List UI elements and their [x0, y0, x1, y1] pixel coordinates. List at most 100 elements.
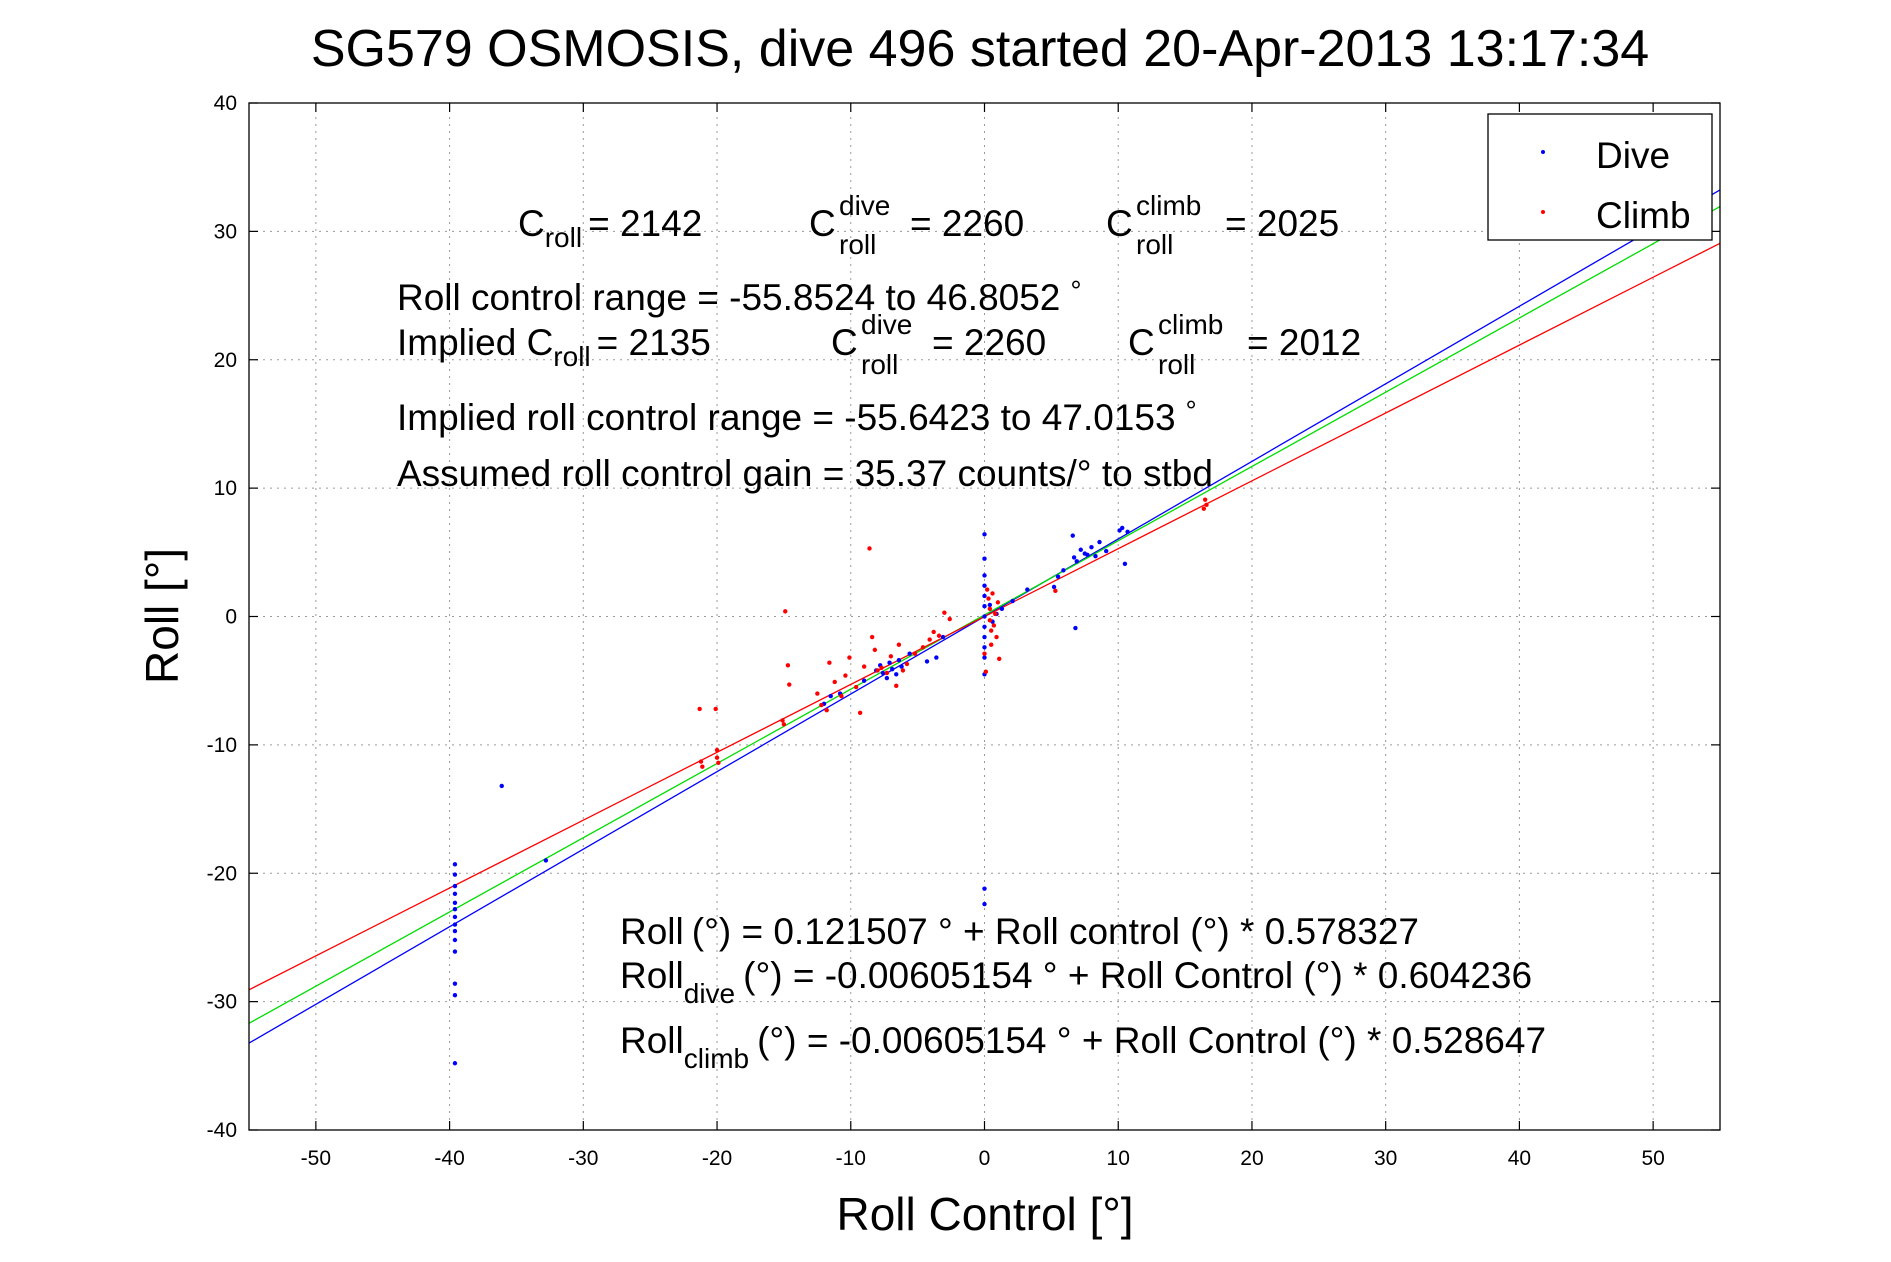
legend-marker-dive: [1541, 150, 1545, 154]
data-point-climb: [994, 634, 999, 640]
data-point-dive: [1074, 559, 1079, 564]
data-point-dive: [452, 1061, 458, 1066]
equals: =: [597, 322, 629, 363]
data-point-climb: [843, 673, 848, 678]
data-point-climb: [783, 609, 788, 614]
data-point-climb: [879, 665, 884, 671]
data-point-dive: [452, 900, 458, 905]
implied-c-roll-climb-text: C: [1128, 322, 1155, 363]
roll-subscript: roll: [553, 341, 590, 372]
implied-c-roll-dive-text: C: [831, 322, 858, 363]
data-point-dive: [861, 678, 867, 683]
data-point-climb: [698, 759, 704, 764]
equals: =: [932, 322, 964, 363]
y-tick-label: 10: [214, 477, 237, 500]
chart-title: SG579 OSMOSIS, dive 496 started 20-Apr-2…: [311, 20, 1649, 78]
data-point-climb: [787, 682, 792, 687]
y-tick-label: 30: [214, 220, 237, 243]
degree-mark: °: [1070, 275, 1081, 306]
data-point-dive: [1070, 533, 1075, 538]
c-letter: C: [518, 203, 545, 244]
c-roll-annotation: Croll = 2142 C dive roll = 2260 C climb r…: [518, 190, 1339, 260]
data-point-climb: [1202, 497, 1208, 502]
c-letter: C: [1128, 322, 1155, 363]
data-point-dive: [452, 883, 458, 889]
data-point-dive: [982, 614, 987, 619]
data-point-climb: [927, 637, 932, 642]
data-point-dive: [1085, 552, 1090, 558]
x-tick-label: -50: [301, 1147, 331, 1170]
legend-box: [1487, 113, 1713, 241]
y-tick-label: 0: [225, 606, 237, 629]
data-point-dive: [452, 862, 458, 867]
data-point-climb: [785, 663, 791, 668]
data-point-dive: [896, 657, 902, 663]
c-letter: C: [809, 203, 836, 244]
y-axis-label: Roll [°]: [136, 548, 188, 684]
legend-label-climb: Climb: [1596, 195, 1691, 236]
roll-word: Roll: [620, 911, 684, 952]
data-point-climb: [931, 629, 936, 635]
data-point-dive: [452, 981, 458, 986]
data-point-climb: [815, 691, 820, 696]
implied-c-roll-dive-value-text: = 2260: [932, 322, 1046, 363]
data-point-climb: [861, 664, 867, 669]
data-point-dive: [1125, 529, 1130, 534]
data-point-dive: [924, 659, 930, 664]
roll-subscript: roll: [545, 222, 582, 253]
dive-subscript: dive: [684, 978, 735, 1009]
x-tick-label: 20: [1240, 1147, 1263, 1170]
x-axis-label: Roll Control [°]: [836, 1188, 1133, 1240]
roll-word: Roll: [620, 955, 684, 996]
data-point-dive: [1055, 574, 1061, 579]
data-point-dive: [982, 645, 987, 650]
data-point-dive: [1122, 561, 1128, 567]
implied-c-roll-value: 2135: [629, 322, 711, 363]
roll-control-range-text: Roll control range = -55.8524 to 46.8052…: [397, 275, 1082, 318]
data-point-climb: [894, 683, 899, 689]
dive-superscript: dive: [839, 190, 890, 221]
data-point-dive: [452, 922, 458, 927]
fit-equation-dive: Rolldive (°) = -0.00605154 ° + Roll Contr…: [620, 955, 1532, 1009]
x-tick-label: 50: [1641, 1147, 1664, 1170]
data-point-climb: [714, 755, 720, 760]
implied-c-roll-text: Implied Croll = 2135: [397, 322, 711, 372]
data-point-climb: [988, 628, 994, 633]
equals: =: [910, 203, 942, 244]
implied-range: Implied roll control range = -55.6423 to…: [397, 397, 1176, 438]
data-point-climb: [997, 656, 1002, 662]
data-point-dive: [880, 670, 886, 676]
data-point-dive: [982, 532, 987, 537]
equals: =: [588, 203, 620, 244]
fit-equation-climb: Rollclimb (°) = -0.00605154 ° + Roll Cont…: [620, 1020, 1546, 1074]
data-point-climb: [904, 661, 910, 667]
data-point-dive: [982, 583, 987, 588]
data-point-climb: [872, 647, 878, 653]
roll-word: Roll: [620, 1020, 684, 1061]
fit-dive-rest: (°) = -0.00605154 ° + Roll Control (°) *…: [743, 955, 1532, 996]
fit-all-rest: (°) = 0.121507 ° + Roll control (°) * 0.…: [692, 911, 1419, 952]
data-point-dive: [1061, 568, 1066, 573]
data-point-dive: [1073, 625, 1078, 631]
data-point-climb: [714, 747, 720, 753]
data-point-climb: [984, 587, 990, 592]
x-tick-label: -30: [568, 1147, 598, 1170]
data-point-dive: [543, 858, 549, 863]
data-point-dive: [452, 928, 458, 934]
c-roll-text: Croll = 2142: [518, 203, 702, 253]
data-point-dive: [982, 886, 987, 891]
data-point-climb: [990, 591, 995, 596]
data-point-climb: [857, 710, 863, 715]
data-point-dive: [982, 901, 987, 907]
climb-superscript: climb: [1136, 190, 1201, 221]
data-point-climb: [827, 660, 832, 665]
data-point-climb: [995, 600, 1001, 605]
x-tick-label: 30: [1374, 1147, 1397, 1170]
data-point-climb: [819, 702, 824, 708]
roll-subscript: roll: [1158, 349, 1195, 380]
data-point-climb: [936, 633, 942, 638]
x-tick-label: -10: [836, 1147, 866, 1170]
y-tick-label: -20: [207, 862, 237, 885]
data-point-dive: [940, 634, 946, 640]
data-point-dive: [452, 949, 458, 954]
